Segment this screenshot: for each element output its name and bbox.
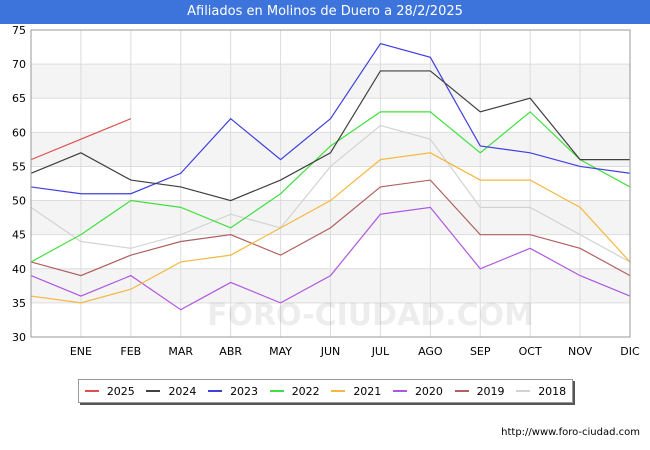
legend-swatch bbox=[84, 390, 99, 392]
x-tick-label: DIC bbox=[620, 345, 640, 358]
x-tick-label: AGO bbox=[418, 345, 443, 358]
legend-swatch bbox=[146, 390, 161, 392]
series-line-2020 bbox=[30, 206, 631, 311]
chart-title: Afiliados en Molinos de Duero a 28/2/202… bbox=[187, 4, 463, 19]
legend-item-2018: 2018 bbox=[516, 385, 566, 398]
legend-item-2025: 2025 bbox=[84, 384, 135, 398]
legend-swatch bbox=[392, 390, 407, 392]
x-tick-label: OCT bbox=[519, 345, 542, 358]
legend-swatch bbox=[454, 390, 469, 392]
x-tick-label: MAY bbox=[269, 345, 292, 358]
legend-label: 2023 bbox=[230, 384, 259, 398]
y-tick-label: 30 bbox=[12, 331, 26, 344]
legend-item-2020: 2020 bbox=[392, 384, 443, 398]
y-tick-label: 50 bbox=[12, 195, 26, 208]
x-tick-label: SEP bbox=[470, 345, 491, 358]
y-tick-label: 55 bbox=[12, 160, 26, 173]
x-tick-label: MAR bbox=[168, 345, 193, 358]
y-tick-label: 75 bbox=[12, 24, 26, 37]
line-chart: 30 35 40 45 50 55 60 65 70 75 ENE FEB MAR ABR MAY JUN JU… bbox=[12, 24, 640, 358]
legend-label: 2019 bbox=[476, 384, 505, 398]
source-url[interactable]: http://www.foro-ciudad.com bbox=[501, 427, 640, 438]
legend-item-2019: 2019 bbox=[454, 384, 505, 398]
x-tick-label: JUN bbox=[320, 345, 341, 358]
legend-label: 2021 bbox=[353, 384, 382, 398]
y-tick-label: 45 bbox=[12, 229, 26, 242]
y-tick-label: 65 bbox=[12, 92, 26, 105]
series-line-2021 bbox=[30, 152, 631, 304]
legend-item-2022: 2022 bbox=[269, 384, 320, 398]
title-bar: Afiliados en Molinos de Duero a 28/2/202… bbox=[0, 0, 650, 24]
legend-label: 2025 bbox=[106, 384, 135, 398]
legend-swatch bbox=[208, 390, 223, 392]
y-tick-label: 70 bbox=[12, 58, 26, 71]
series-line-2023 bbox=[30, 42, 631, 195]
legend-swatch bbox=[516, 390, 531, 392]
legend-item-2024: 2024 bbox=[146, 385, 196, 398]
legend: 2025 2024 2023 2022 2021 2020 2019 2018 bbox=[78, 379, 573, 403]
legend-label: 2022 bbox=[291, 384, 320, 398]
x-tick-label: ABR bbox=[219, 345, 242, 358]
x-tick-label: NOV bbox=[568, 345, 593, 358]
x-tick-label: JUL bbox=[371, 345, 390, 358]
y-tick-label: 60 bbox=[12, 126, 26, 139]
legend-label: 2018 bbox=[538, 384, 567, 398]
legend-label: 2024 bbox=[168, 384, 197, 398]
y-tick-label: 40 bbox=[12, 263, 26, 276]
series-line-2024 bbox=[30, 70, 630, 202]
legend-label: 2020 bbox=[414, 384, 443, 398]
series-line-2022 bbox=[30, 111, 631, 263]
legend-item-2021: 2021 bbox=[331, 385, 381, 398]
y-tick-label: 35 bbox=[12, 297, 26, 310]
legend-swatch bbox=[331, 390, 346, 392]
legend-item-2023: 2023 bbox=[208, 385, 258, 398]
series-line-2019 bbox=[30, 179, 631, 277]
watermark: FORO-CIUDAD.COM bbox=[207, 298, 534, 333]
x-tick-label: FEB bbox=[120, 345, 141, 358]
series-line-2025 bbox=[30, 118, 132, 161]
plot-border bbox=[30, 29, 631, 338]
legend-swatch bbox=[269, 390, 284, 392]
series-line-2018 bbox=[30, 124, 631, 263]
x-tick-label: ENE bbox=[70, 345, 92, 358]
